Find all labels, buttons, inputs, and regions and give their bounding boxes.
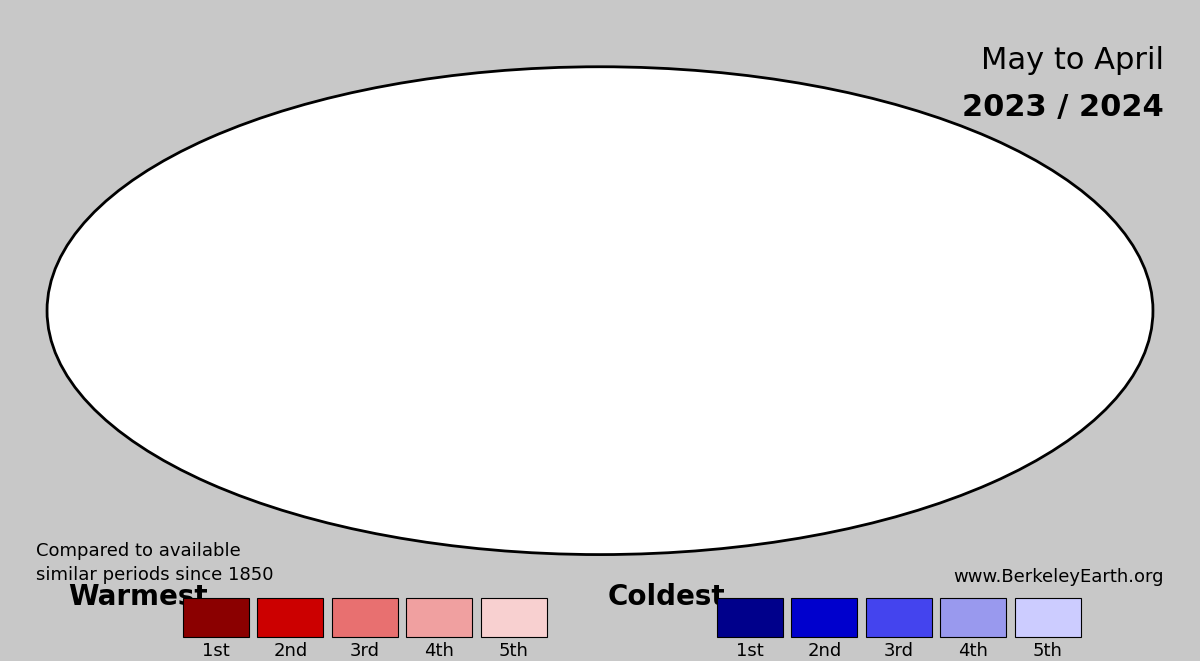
Text: 3rd: 3rd <box>350 642 379 660</box>
FancyBboxPatch shape <box>182 598 250 637</box>
Text: 2023 / 2024: 2023 / 2024 <box>962 93 1164 122</box>
Text: 1st: 1st <box>736 642 764 660</box>
Text: 2nd: 2nd <box>274 642 307 660</box>
Text: 2nd: 2nd <box>808 642 841 660</box>
Text: 3rd: 3rd <box>883 642 914 660</box>
FancyBboxPatch shape <box>941 598 1007 637</box>
Text: May to April: May to April <box>982 46 1164 75</box>
FancyBboxPatch shape <box>792 598 858 637</box>
Text: Compared to available
similar periods since 1850: Compared to available similar periods si… <box>36 542 274 584</box>
FancyBboxPatch shape <box>1015 598 1081 637</box>
Text: 5th: 5th <box>1033 642 1062 660</box>
Text: Warmest: Warmest <box>68 582 208 611</box>
FancyBboxPatch shape <box>257 598 324 637</box>
Text: www.BerkeleyEarth.org: www.BerkeleyEarth.org <box>954 568 1164 586</box>
Text: 5th: 5th <box>499 642 528 660</box>
FancyBboxPatch shape <box>331 598 397 637</box>
FancyBboxPatch shape <box>406 598 472 637</box>
FancyBboxPatch shape <box>866 598 932 637</box>
FancyBboxPatch shape <box>718 598 784 637</box>
Text: 4th: 4th <box>425 642 454 660</box>
Text: 4th: 4th <box>959 642 988 660</box>
Ellipse shape <box>47 67 1153 555</box>
Text: 1st: 1st <box>202 642 230 660</box>
FancyBboxPatch shape <box>480 598 546 637</box>
Text: Coldest: Coldest <box>607 582 725 611</box>
